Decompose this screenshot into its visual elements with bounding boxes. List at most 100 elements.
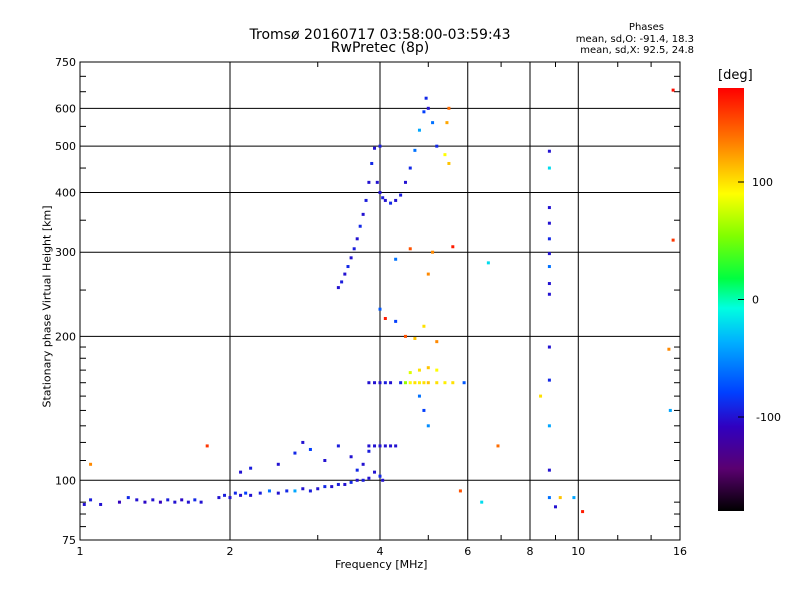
phases-x-stats: mean, sd,X: 92.5, 24.8	[580, 45, 694, 56]
data-point	[422, 381, 426, 385]
data-point	[99, 502, 103, 506]
data-point	[426, 272, 430, 276]
data-point	[422, 408, 426, 412]
data-point	[239, 470, 243, 474]
data-point	[186, 500, 190, 504]
data-point	[336, 482, 340, 486]
data-point	[89, 462, 93, 466]
data-point	[143, 500, 147, 504]
data-point	[343, 272, 347, 276]
data-point	[355, 478, 359, 482]
data-point	[199, 500, 203, 504]
data-point	[403, 381, 407, 385]
data-point	[301, 487, 305, 491]
phases-header: Phases	[628, 22, 664, 33]
y-tick-label: 75	[62, 534, 76, 547]
data-point	[581, 510, 585, 514]
data-point	[426, 366, 430, 370]
colorbar-unit-label: [deg]	[718, 68, 753, 83]
data-point	[239, 493, 243, 497]
data-point	[355, 468, 359, 472]
data-point	[389, 444, 393, 448]
data-point	[431, 121, 435, 125]
data-point	[378, 474, 382, 478]
data-point	[408, 247, 412, 251]
data-point	[547, 345, 551, 349]
data-point	[180, 498, 184, 502]
data-point	[539, 394, 543, 398]
data-point	[378, 307, 382, 311]
data-point	[671, 238, 675, 242]
data-point	[417, 128, 421, 132]
data-point	[349, 256, 353, 260]
data-point	[447, 161, 451, 165]
data-point	[361, 212, 365, 216]
data-point	[424, 96, 428, 100]
data-point	[367, 444, 371, 448]
data-point	[394, 198, 398, 202]
data-point	[399, 193, 403, 197]
data-point	[361, 478, 365, 482]
y-tick-label: 600	[55, 102, 76, 115]
data-point	[435, 368, 439, 372]
data-point	[370, 161, 374, 165]
data-point	[547, 292, 551, 296]
data-point	[671, 88, 675, 92]
data-point	[378, 144, 382, 148]
data-point	[343, 482, 347, 486]
data-point	[426, 106, 430, 110]
data-point	[394, 257, 398, 261]
data-point	[378, 444, 382, 448]
data-point	[267, 489, 271, 493]
data-point	[458, 489, 462, 493]
x-tick-label: 16	[673, 545, 687, 558]
data-point	[378, 190, 382, 194]
data-point	[394, 319, 398, 323]
data-point	[323, 458, 327, 462]
data-point	[373, 444, 377, 448]
data-point	[349, 480, 353, 484]
data-point	[285, 489, 289, 493]
chart-subtitle: RwPretec (8p)	[330, 40, 430, 56]
data-point	[417, 394, 421, 398]
phases-o-stats: mean, sd,O: -91.4, 18.3	[575, 34, 694, 45]
data-point	[408, 381, 412, 385]
data-point	[135, 498, 139, 502]
data-point	[89, 498, 93, 502]
data-point	[361, 462, 365, 466]
data-point	[367, 476, 371, 480]
data-point	[126, 496, 130, 500]
data-point	[355, 237, 359, 241]
data-point	[173, 500, 177, 504]
data-point	[389, 201, 393, 205]
data-point	[417, 381, 421, 385]
data-point	[276, 462, 280, 466]
data-point	[547, 424, 551, 428]
data-point	[383, 444, 387, 448]
axis-ticks: 1 2 4 6 8 10 16 75 100 200 300 400 500 600 750	[55, 56, 687, 558]
x-tick-label: 2	[227, 545, 234, 558]
data-point	[166, 498, 170, 502]
data-point	[336, 444, 340, 448]
data-point	[435, 340, 439, 344]
data-point	[426, 424, 430, 428]
data-point	[373, 381, 377, 385]
y-tick-label: 500	[55, 140, 76, 153]
data-point	[336, 286, 340, 290]
data-point	[223, 493, 227, 497]
data-point	[547, 496, 551, 500]
data-point	[330, 485, 334, 489]
data-point	[547, 378, 551, 382]
data-point	[249, 493, 253, 497]
data-point	[373, 146, 377, 150]
data-point	[389, 381, 393, 385]
data-point	[417, 368, 421, 372]
data-point	[276, 491, 280, 495]
data-point	[422, 110, 426, 114]
data-point	[316, 487, 320, 491]
data-point	[547, 221, 551, 225]
data-point	[413, 381, 417, 385]
data-point	[408, 371, 412, 375]
data-point	[413, 148, 417, 152]
colorbar-tick-label: 100	[752, 176, 773, 189]
